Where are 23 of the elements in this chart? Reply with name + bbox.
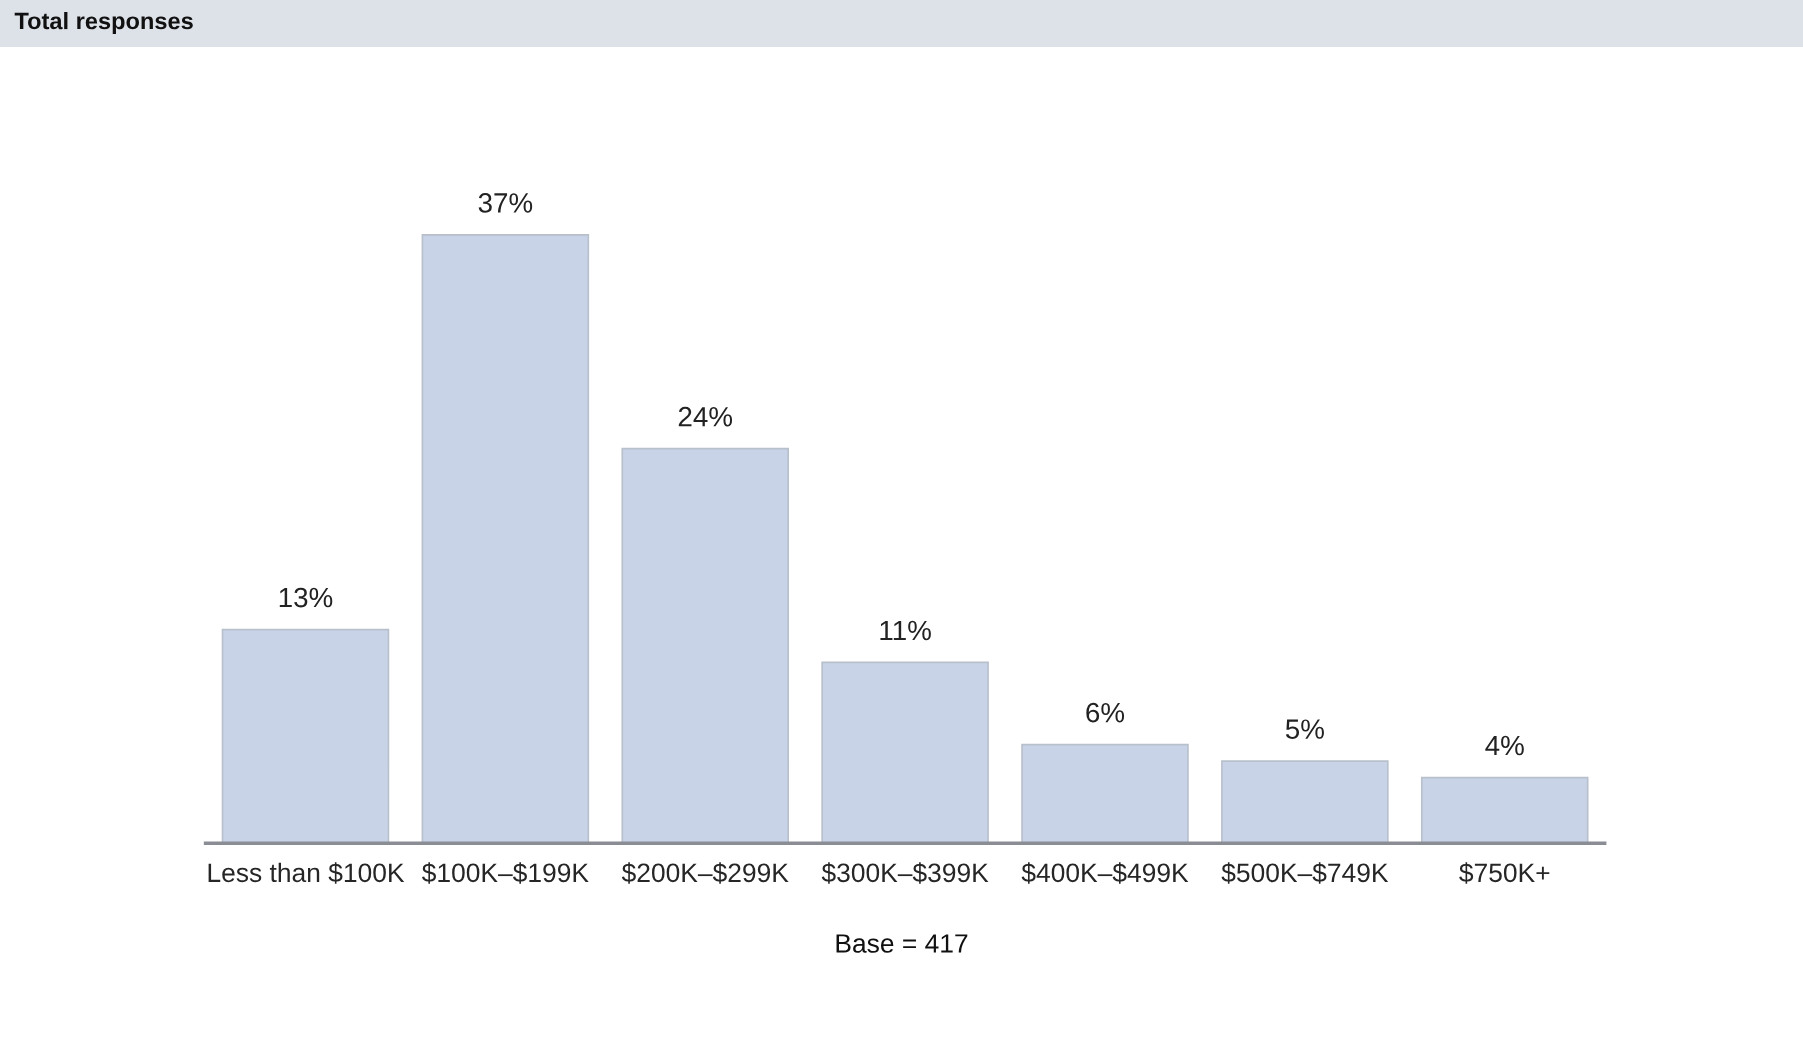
data-label: 13% xyxy=(279,587,333,608)
data-label: 24% xyxy=(678,406,733,427)
data-label: 4% xyxy=(1485,735,1524,756)
data-label: 6% xyxy=(1086,702,1125,723)
bar xyxy=(1221,760,1389,844)
data-label: 37% xyxy=(478,193,533,213)
x-tick-label: $750K+ xyxy=(1459,862,1550,884)
bar xyxy=(421,234,590,844)
data-label: 11% xyxy=(880,620,931,641)
x-tick-label: $300K–$399K xyxy=(821,862,989,884)
chart-title: Total responses xyxy=(14,11,193,34)
bar xyxy=(1021,743,1189,844)
bar xyxy=(1420,776,1589,844)
bar xyxy=(221,628,390,844)
x-tick-label: $500K–$749K xyxy=(1221,862,1389,884)
bar xyxy=(821,661,989,844)
data-label: 5% xyxy=(1285,719,1324,739)
text: Base = 417 xyxy=(836,934,968,953)
x-tick-label: $400K–$499K xyxy=(1021,862,1189,884)
x-tick-label: $100K–$199K xyxy=(422,862,589,884)
x-tick-label: $200K–$299K xyxy=(621,862,789,884)
x-tick-label: Less than $100K xyxy=(208,862,405,884)
bar xyxy=(621,447,790,844)
